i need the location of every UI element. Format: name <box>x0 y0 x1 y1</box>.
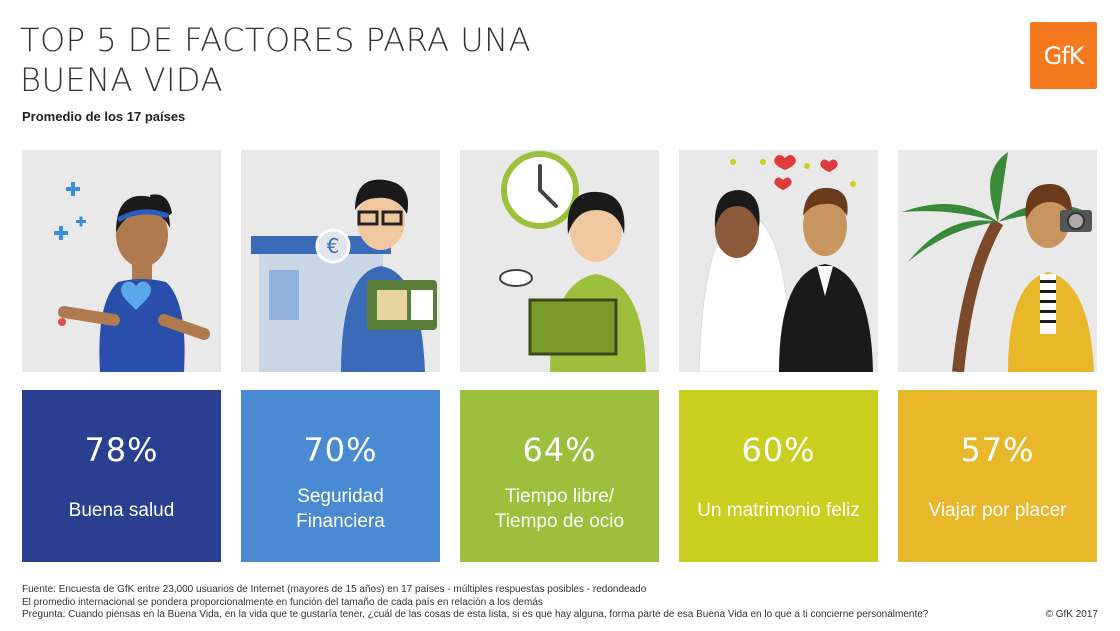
wedding-couple-illustration <box>679 150 878 372</box>
factor-percent: 57% <box>960 431 1035 469</box>
factor-label-line-2: Financiera <box>296 511 385 532</box>
factor-label: Un matrimonio feliz <box>697 500 860 521</box>
gfk-logo: GfK <box>1030 22 1097 89</box>
factor-label: Buena salud <box>68 500 175 521</box>
factor-percent: 60% <box>741 431 816 469</box>
factor-label-line-1: Tiempo libre/ <box>504 486 615 507</box>
factor-stat-leisure: 64% Tiempo libre/ Tiempo de ocio <box>460 390 659 562</box>
factor-stat-health: 78% Buena salud <box>22 390 221 562</box>
footer-notes: Fuente: Encuesta de GfK entre 23,000 usu… <box>22 584 1022 622</box>
page-title: TOP 5 DE FACTORES PARA UNA BUENA VIDA <box>20 20 640 100</box>
travel-camera-illustration <box>898 150 1097 372</box>
factor-stat-wedding: 60% Un matrimonio feliz <box>679 390 878 562</box>
factor-percent: 64% <box>522 431 597 469</box>
factor-card-wedding: 60% Un matrimonio feliz <box>679 150 878 562</box>
svg-text:€: € <box>327 234 340 258</box>
factor-stat-finance: 70% Seguridad Financiera <box>241 390 440 562</box>
factor-stat-travel: 57% Viajar por placer <box>898 390 1097 562</box>
footer-question: Pregunta: Cuando piensas en la Buena Vid… <box>22 609 929 620</box>
title-line-1: TOP 5 DE FACTORES PARA UNA <box>20 21 531 59</box>
title-line-2: BUENA VIDA <box>20 61 223 99</box>
page-subtitle: Promedio de los 17 países <box>22 109 186 124</box>
factor-card-travel: 57% Viajar por placer <box>898 150 1097 562</box>
factor-label-line-1: Seguridad <box>297 486 384 507</box>
footer-source: Fuente: Encuesta de GfK entre 23,000 usu… <box>22 584 647 595</box>
footer-weighting: El promedio internacional se pondera pro… <box>22 596 543 608</box>
factor-card-leisure: 64% Tiempo libre/ Tiempo de ocio <box>460 150 659 562</box>
factor-percent: 78% <box>84 431 159 469</box>
factor-cards: 78% Buena salud € 70% <box>22 150 1097 562</box>
factor-label: Tiempo libre/ Tiempo de ocio <box>460 484 659 534</box>
factor-card-finance: € 70% Seguridad Financiera <box>241 150 440 562</box>
finance-man-illustration: € <box>241 150 440 372</box>
factor-label-line-2: Tiempo de ocio <box>494 511 625 532</box>
copyright: © GfK 2017 <box>1045 609 1098 620</box>
factor-label: Seguridad Financiera <box>241 484 440 534</box>
leisure-clock-illustration <box>460 150 659 372</box>
health-woman-illustration <box>22 150 221 372</box>
factor-label: Viajar por placer <box>928 500 1067 521</box>
factor-card-health: 78% Buena salud <box>22 150 221 562</box>
factor-percent: 70% <box>303 431 378 469</box>
